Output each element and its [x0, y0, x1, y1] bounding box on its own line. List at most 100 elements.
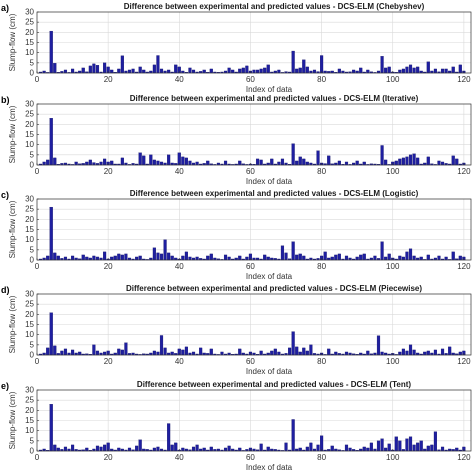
bar [305, 66, 309, 74]
x-tick-label: 80 [317, 357, 326, 366]
x-tick-label: 20 [104, 75, 113, 84]
x-tick-label: 40 [175, 453, 184, 462]
bar [138, 255, 142, 261]
y-tick-label: 25 [25, 110, 34, 119]
x-tick-label: 120 [457, 453, 471, 462]
bar [458, 351, 462, 356]
bar [344, 161, 349, 166]
bar [423, 351, 427, 356]
bar [327, 348, 331, 356]
x-tick-label: 40 [175, 357, 184, 366]
bar [376, 335, 381, 356]
bar [416, 442, 420, 452]
chart-title: Difference between experimental and pred… [130, 94, 419, 103]
y-tick-label: 5 [30, 58, 35, 67]
bar [99, 161, 103, 166]
x-tick-label: 0 [35, 262, 40, 271]
bar [159, 68, 164, 74]
bar [355, 160, 359, 166]
bar [255, 69, 260, 74]
bar [369, 442, 373, 452]
bar [316, 150, 320, 166]
x-tick-label: 60 [246, 357, 255, 366]
bar [127, 69, 132, 74]
bar [188, 160, 192, 166]
bar [408, 436, 413, 452]
y-tick-label: 20 [25, 28, 34, 37]
y-tick-label: 5 [30, 245, 35, 254]
x-tick-label: 0 [35, 357, 40, 366]
bar [273, 348, 277, 356]
bar [305, 446, 309, 452]
bar [188, 256, 192, 261]
bar [270, 350, 274, 356]
bar [241, 67, 245, 74]
x-tick-label: 100 [386, 357, 400, 366]
bar [238, 447, 242, 452]
bar [458, 255, 462, 261]
bar [117, 253, 121, 261]
bar [298, 67, 302, 74]
bar [455, 447, 459, 452]
x-tick-label: 100 [386, 167, 400, 176]
x-tick-label: 60 [246, 75, 255, 84]
bar [206, 160, 210, 166]
bar [184, 251, 188, 261]
bar [309, 344, 313, 356]
y-tick-label: 10 [25, 426, 34, 435]
bar [117, 348, 121, 356]
bar [298, 447, 302, 452]
bar [330, 445, 334, 452]
y-tick-label: 0 [30, 69, 35, 78]
bar [426, 61, 430, 74]
x-tick-label: 40 [175, 75, 184, 84]
bar [63, 256, 68, 261]
bar [327, 155, 331, 166]
y-tick-label: 15 [25, 225, 34, 234]
x-tick-label: 100 [386, 75, 400, 84]
bar [344, 255, 349, 261]
y-tick-label: 0 [30, 161, 35, 170]
bar [170, 444, 174, 452]
y-tick-label: 15 [25, 38, 34, 47]
bar [46, 159, 50, 166]
bar [159, 253, 164, 261]
x-tick-label: 0 [35, 167, 40, 176]
bar [387, 253, 391, 261]
x-tick-label: 80 [317, 75, 326, 84]
y-tick-label: 20 [25, 406, 34, 415]
bar [398, 69, 402, 74]
bar [291, 241, 295, 261]
chart-panel-3: Difference between experimental and pred… [1, 189, 472, 281]
bar [263, 67, 267, 74]
bar [295, 346, 299, 356]
bar [152, 350, 156, 356]
chart-panel-5: Difference between experimental and pred… [1, 380, 472, 472]
bar [95, 445, 100, 452]
y-axis-label: Slump-flow (cm) [8, 295, 17, 353]
bar [430, 444, 434, 452]
y-tick-label: 30 [25, 290, 34, 299]
y-tick-label: 25 [25, 18, 34, 27]
bar [120, 254, 124, 261]
bar [71, 255, 75, 261]
panel-label: a) [1, 3, 9, 13]
bar [124, 342, 128, 356]
bar [277, 351, 281, 356]
bar [408, 154, 413, 166]
bar [334, 254, 338, 261]
bar [49, 206, 53, 261]
bar [433, 431, 437, 452]
bar [167, 69, 171, 74]
bar [440, 348, 445, 356]
y-tick-label: 25 [25, 300, 34, 309]
bar [46, 347, 50, 356]
bar [85, 161, 89, 166]
bar [291, 419, 295, 452]
bar [174, 442, 178, 452]
bar [384, 256, 388, 261]
bar [99, 446, 103, 452]
bar [156, 160, 160, 166]
bar [53, 252, 57, 261]
x-axis-label: Index of data [246, 272, 293, 281]
